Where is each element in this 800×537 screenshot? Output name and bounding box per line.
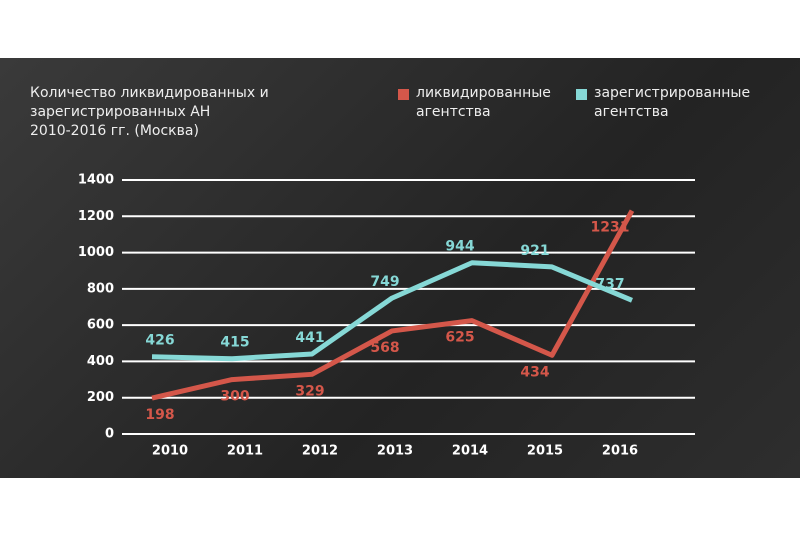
y-tick-label: 800	[87, 281, 114, 296]
x-tick-label: 2013	[377, 444, 413, 459]
y-tick-label: 1200	[78, 209, 114, 224]
x-tick-label: 2014	[452, 444, 488, 459]
y-tick-label: 400	[87, 354, 114, 369]
y-tick-label: 0	[105, 427, 114, 442]
legend-label: зарегистрированные агентства	[594, 85, 751, 120]
x-tick-label: 2010	[152, 444, 188, 459]
title-line: 2010-2016 гг. (Москва)	[30, 123, 199, 139]
title-line: Количество ликвидированных и	[30, 85, 269, 101]
y-tick-label: 200	[87, 390, 114, 405]
data-label: 441	[295, 330, 324, 346]
series-line	[151, 260, 633, 362]
legend-label: ликвидированные агентства	[416, 85, 551, 120]
legend-swatch	[398, 89, 409, 100]
legend-swatch	[576, 89, 587, 100]
data-label: 921	[520, 243, 549, 259]
data-label: 434	[520, 364, 549, 380]
data-label: 329	[295, 383, 324, 399]
data-label: 944	[445, 239, 474, 255]
data-label: 625	[445, 330, 474, 346]
data-label: 426	[145, 333, 174, 349]
y-tick-label: 600	[87, 318, 114, 333]
x-tick-label: 2011	[227, 444, 263, 459]
y-tick-label: 1000	[78, 245, 114, 260]
data-label: 415	[220, 335, 249, 351]
data-label: 198	[145, 407, 174, 423]
series-line	[151, 209, 635, 401]
x-tick-label: 2015	[527, 444, 563, 459]
data-label: 1231	[591, 220, 630, 236]
legend-item: зарегистрированные агентства	[576, 84, 754, 122]
chart-background	[0, 58, 800, 478]
title-line: зарегистрированных АН	[30, 104, 211, 120]
data-label: 737	[595, 276, 624, 292]
data-label: 749	[370, 274, 399, 290]
data-label: 568	[370, 340, 399, 356]
x-tick-label: 2016	[602, 444, 638, 459]
data-label: 300	[220, 389, 249, 405]
chart-title: Количество ликвидированных и зарегистрир…	[30, 84, 269, 141]
legend-item: ликвидированные агентства	[398, 84, 576, 122]
y-tick-label: 1400	[78, 173, 114, 188]
x-tick-label: 2012	[302, 444, 338, 459]
